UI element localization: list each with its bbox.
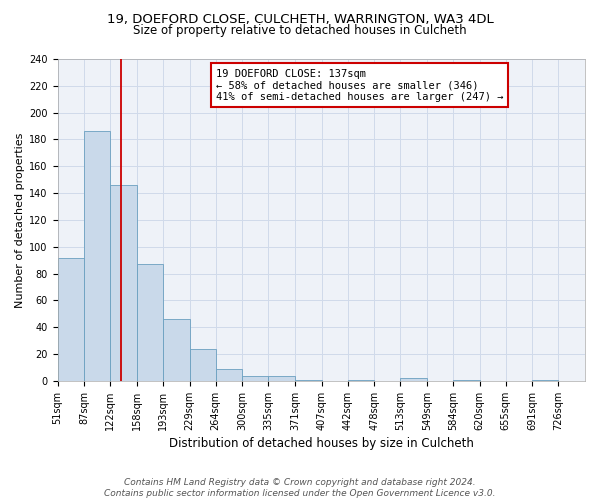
Bar — [268, 376, 295, 381]
Bar — [58, 258, 84, 381]
Bar — [110, 185, 137, 381]
Bar — [84, 132, 110, 381]
Y-axis label: Number of detached properties: Number of detached properties — [15, 132, 25, 308]
Bar — [215, 369, 242, 381]
Text: 19, DOEFORD CLOSE, CULCHETH, WARRINGTON, WA3 4DL: 19, DOEFORD CLOSE, CULCHETH, WARRINGTON,… — [107, 12, 493, 26]
Bar — [295, 380, 322, 381]
Bar — [532, 380, 558, 381]
Bar — [242, 376, 268, 381]
Text: Contains HM Land Registry data © Crown copyright and database right 2024.
Contai: Contains HM Land Registry data © Crown c… — [104, 478, 496, 498]
Bar — [453, 380, 479, 381]
Bar — [190, 349, 215, 381]
Bar — [347, 380, 374, 381]
Bar — [400, 378, 427, 381]
Bar — [163, 319, 190, 381]
X-axis label: Distribution of detached houses by size in Culcheth: Distribution of detached houses by size … — [169, 437, 473, 450]
Bar — [137, 264, 163, 381]
Text: Size of property relative to detached houses in Culcheth: Size of property relative to detached ho… — [133, 24, 467, 37]
Text: 19 DOEFORD CLOSE: 137sqm
← 58% of detached houses are smaller (346)
41% of semi-: 19 DOEFORD CLOSE: 137sqm ← 58% of detach… — [216, 68, 503, 102]
